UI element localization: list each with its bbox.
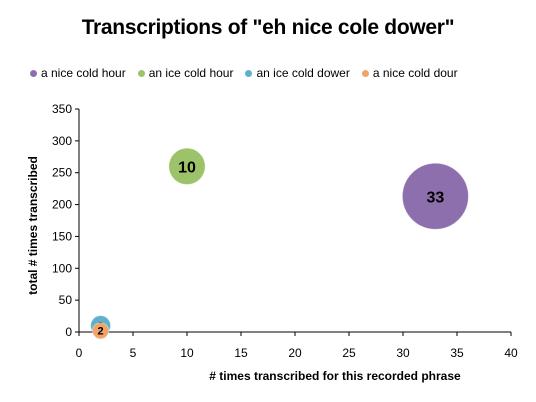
legend-item: an ice cold dower <box>245 66 350 80</box>
legend-label: an ice cold hour <box>148 66 234 80</box>
legend-swatch <box>30 69 37 77</box>
legend-item: a nice cold dour <box>361 66 458 80</box>
x-tick-label: 15 <box>234 346 248 360</box>
y-tick-label: 250 <box>52 166 72 180</box>
legend-label: a nice cold dour <box>372 66 458 80</box>
bubble-10 <box>168 147 206 186</box>
x-tick-label: 30 <box>396 346 410 360</box>
x-tick-label: 35 <box>450 346 464 360</box>
y-tick-label: 300 <box>52 134 72 148</box>
y-tick-label: 350 <box>52 102 72 116</box>
y-tick-label: 0 <box>65 325 72 339</box>
x-tick-label: 10 <box>180 346 194 360</box>
bubble-label: 33 <box>427 189 445 206</box>
chart-title: Transcriptions of "eh nice cole dower" <box>81 16 455 39</box>
y-tick-label: 50 <box>59 293 73 307</box>
x-tick-label: 25 <box>342 346 356 360</box>
legend-item: a nice cold hour <box>30 66 126 80</box>
bubble-label: 2 <box>98 326 104 338</box>
bubble-2 <box>91 322 110 340</box>
legend-swatch <box>361 69 369 77</box>
legend-swatch <box>137 69 145 77</box>
y-tick-label: 100 <box>52 261 72 275</box>
legend-label: an ice cold dower <box>256 66 350 80</box>
y-axis-title: total # times transcribed <box>26 156 40 295</box>
legend-label: a nice cold hour <box>41 66 126 80</box>
y-tick-label: 200 <box>52 198 72 212</box>
y-tick-label: 150 <box>52 229 72 243</box>
x-tick-label: 40 <box>504 346 518 360</box>
x-tick-label: 0 <box>76 346 83 360</box>
legend-item: an ice cold hour <box>137 66 234 80</box>
x-axis-title: # times transcribed for this recorded ph… <box>209 369 461 383</box>
legend-swatch <box>245 69 253 77</box>
legend: a nice cold hour an ice cold hour an ice c… <box>30 66 530 80</box>
x-tick-label: 20 <box>288 346 302 360</box>
bubble-33 <box>401 162 469 230</box>
x-tick-label: 5 <box>130 346 137 360</box>
bubble-label: 10 <box>178 159 196 176</box>
